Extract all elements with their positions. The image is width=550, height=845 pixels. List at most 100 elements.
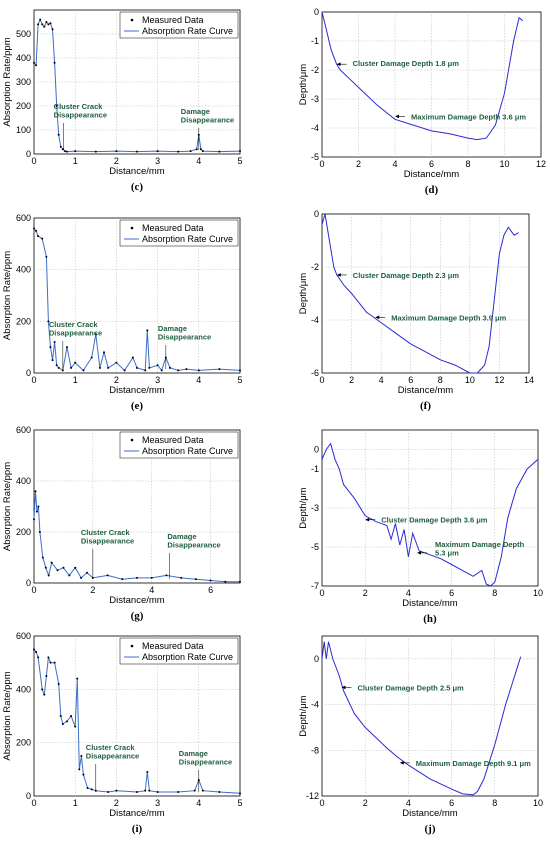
data-point [115, 789, 118, 792]
data-point [115, 361, 118, 364]
annotation-label: Cluster Damage Depth 3.6 μm [381, 516, 488, 525]
data-point [218, 150, 221, 153]
y-axis-label: Absorption Rate/ppm [2, 671, 13, 760]
annotation-label: Damage [179, 749, 208, 758]
y-tick-label: 0 [26, 368, 31, 378]
y-tick-label: -5 [311, 542, 319, 552]
data-point [94, 333, 97, 336]
y-tick-label: -12 [306, 791, 319, 801]
data-point [49, 346, 52, 349]
data-point [136, 791, 138, 793]
annotation-label: Disappearance [181, 116, 234, 125]
annotation-arrowhead [399, 761, 404, 765]
data-point [33, 227, 35, 230]
annotation-label: Disappearance [179, 758, 232, 767]
legend-box [119, 431, 239, 459]
data-point [146, 329, 149, 332]
data-point [57, 366, 60, 369]
data-point [239, 580, 241, 583]
annotation-label: Cluster Damage Depth 1.8 μm [353, 59, 460, 68]
data-point [209, 579, 212, 582]
annotation-label: Disappearance [167, 541, 220, 550]
data-point [239, 792, 241, 795]
y-axis-label: Depth/μm [298, 64, 309, 105]
y-tick-label: -2 [311, 262, 319, 272]
chart-panel-i: 0 1 2 3 4 5 0 200 400 600 Distance/mm Absorption Ra… [2, 631, 243, 835]
y-tick-label: 600 [16, 425, 31, 435]
y-tick-label: 600 [16, 631, 31, 641]
data-point [136, 150, 138, 153]
x-tick-label: 4 [149, 585, 154, 595]
x-axis-label: Distance/mm [398, 385, 454, 396]
x-tick-label: 8 [438, 375, 443, 385]
annotation-arrowhead [395, 114, 399, 119]
panel-caption: (h) [423, 613, 437, 625]
data-point [55, 364, 58, 367]
annotation-arrowhead [336, 62, 341, 66]
annotation-label: Cluster Crack [86, 743, 136, 752]
data-point [53, 661, 56, 664]
x-tick-label: 4 [196, 375, 201, 385]
data-point [189, 150, 192, 153]
x-axis-label: Distance/mm [402, 808, 458, 819]
x-tick-label: 1 [73, 156, 78, 166]
x-tick-label: 0 [319, 159, 324, 169]
y-axis-label: Absorption Rate/ppm [2, 462, 13, 551]
x-tick-label: 2 [114, 798, 119, 808]
x-tick-label: 0 [31, 156, 36, 166]
data-point [185, 368, 188, 371]
data-point [65, 346, 68, 349]
x-tick-label: 6 [408, 375, 413, 385]
data-point [41, 556, 44, 559]
y-tick-label: 400 [16, 476, 31, 486]
y-tick-label: 0 [314, 7, 319, 17]
data-point [45, 255, 48, 258]
data-point [57, 133, 60, 136]
x-tick-label: 0 [319, 375, 324, 385]
y-tick-label: 100 [16, 125, 31, 135]
y-tick-label: -1 [311, 464, 319, 474]
data-point [61, 369, 64, 372]
y-tick-label: 300 [16, 77, 31, 87]
annotation-label: Maximum Damage Depth 3.6 μm [411, 112, 526, 121]
series-line [321, 11, 524, 141]
data-point [180, 576, 183, 579]
plot-area [321, 635, 539, 797]
data-point [53, 61, 56, 64]
annotation-arrowhead [375, 315, 380, 320]
x-tick-label: 2 [349, 375, 354, 385]
data-point [41, 23, 44, 26]
data-point [106, 574, 109, 577]
data-point [150, 576, 153, 579]
data-point [78, 768, 81, 771]
legend-entry-curve: Absorption Rate Curve [142, 26, 233, 36]
legend-box [119, 11, 239, 39]
y-tick-label: 400 [16, 265, 31, 275]
data-point [65, 150, 68, 153]
data-point [136, 366, 138, 369]
data-point [74, 361, 77, 364]
x-axis-label: Distance/mm [109, 385, 165, 396]
x-tick-label: 14 [524, 375, 534, 385]
x-tick-label: 4 [196, 156, 201, 166]
x-tick-label: 10 [499, 159, 509, 169]
legend-entry-curve: Absorption Rate Curve [142, 234, 233, 244]
legend-marker-dot [130, 438, 134, 442]
y-tick-label: 200 [16, 738, 31, 748]
x-tick-label: 2 [90, 585, 95, 595]
y-tick-label: 0 [314, 209, 319, 219]
legend-entry-curve: Absorption Rate Curve [142, 446, 233, 456]
data-point [43, 25, 46, 28]
chart-panel-g: 0 2 4 6 0 200 400 600 Distance/mm Absorption Rate… [2, 425, 241, 622]
data-point [37, 23, 40, 26]
x-tick-label: 0 [31, 585, 36, 595]
data-point [193, 789, 196, 792]
data-point [55, 105, 58, 107]
data-point [218, 368, 221, 371]
y-tick-label: -7 [311, 581, 319, 591]
x-tick-label: 2 [114, 156, 119, 166]
data-point [33, 518, 35, 521]
x-axis-label: Distance/mm [109, 808, 165, 819]
